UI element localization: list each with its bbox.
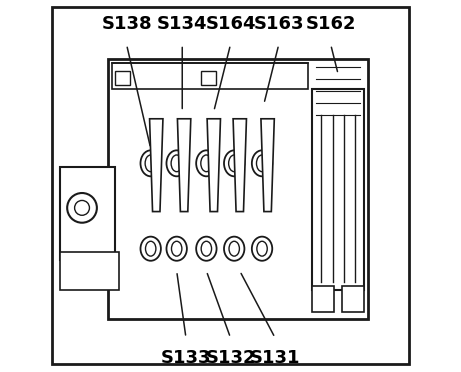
Circle shape (67, 193, 97, 223)
Polygon shape (261, 119, 274, 212)
Bar (312, 89, 364, 289)
Ellipse shape (196, 150, 217, 176)
Ellipse shape (141, 150, 161, 176)
Text: S163: S163 (254, 15, 304, 33)
Ellipse shape (252, 150, 272, 176)
Text: S134: S134 (157, 15, 207, 33)
Text: S164: S164 (205, 15, 256, 33)
Bar (115, 71, 130, 85)
Ellipse shape (145, 155, 156, 171)
Bar (312, 286, 334, 312)
Ellipse shape (171, 241, 182, 256)
Bar (60, 253, 119, 289)
Ellipse shape (229, 241, 239, 256)
Ellipse shape (256, 155, 268, 171)
Polygon shape (207, 119, 220, 212)
Circle shape (75, 201, 89, 215)
Ellipse shape (257, 241, 267, 256)
Bar (60, 167, 115, 260)
Ellipse shape (252, 237, 272, 261)
Polygon shape (149, 119, 163, 212)
Text: S132: S132 (205, 349, 256, 367)
Text: S162: S162 (306, 15, 356, 33)
Text: S131: S131 (250, 349, 300, 367)
Ellipse shape (166, 150, 187, 176)
Ellipse shape (201, 155, 212, 171)
Polygon shape (233, 119, 247, 212)
Ellipse shape (146, 241, 156, 256)
Ellipse shape (141, 237, 161, 261)
Bar (201, 71, 216, 85)
Ellipse shape (224, 237, 244, 261)
Ellipse shape (224, 150, 244, 176)
Ellipse shape (201, 241, 212, 256)
Bar (108, 60, 368, 319)
Ellipse shape (171, 155, 182, 171)
Ellipse shape (229, 155, 240, 171)
Bar (342, 286, 364, 312)
Bar (112, 63, 308, 89)
Ellipse shape (166, 237, 187, 261)
Text: S138: S138 (101, 15, 152, 33)
Ellipse shape (196, 237, 217, 261)
Text: S133: S133 (161, 349, 211, 367)
Polygon shape (177, 119, 191, 212)
